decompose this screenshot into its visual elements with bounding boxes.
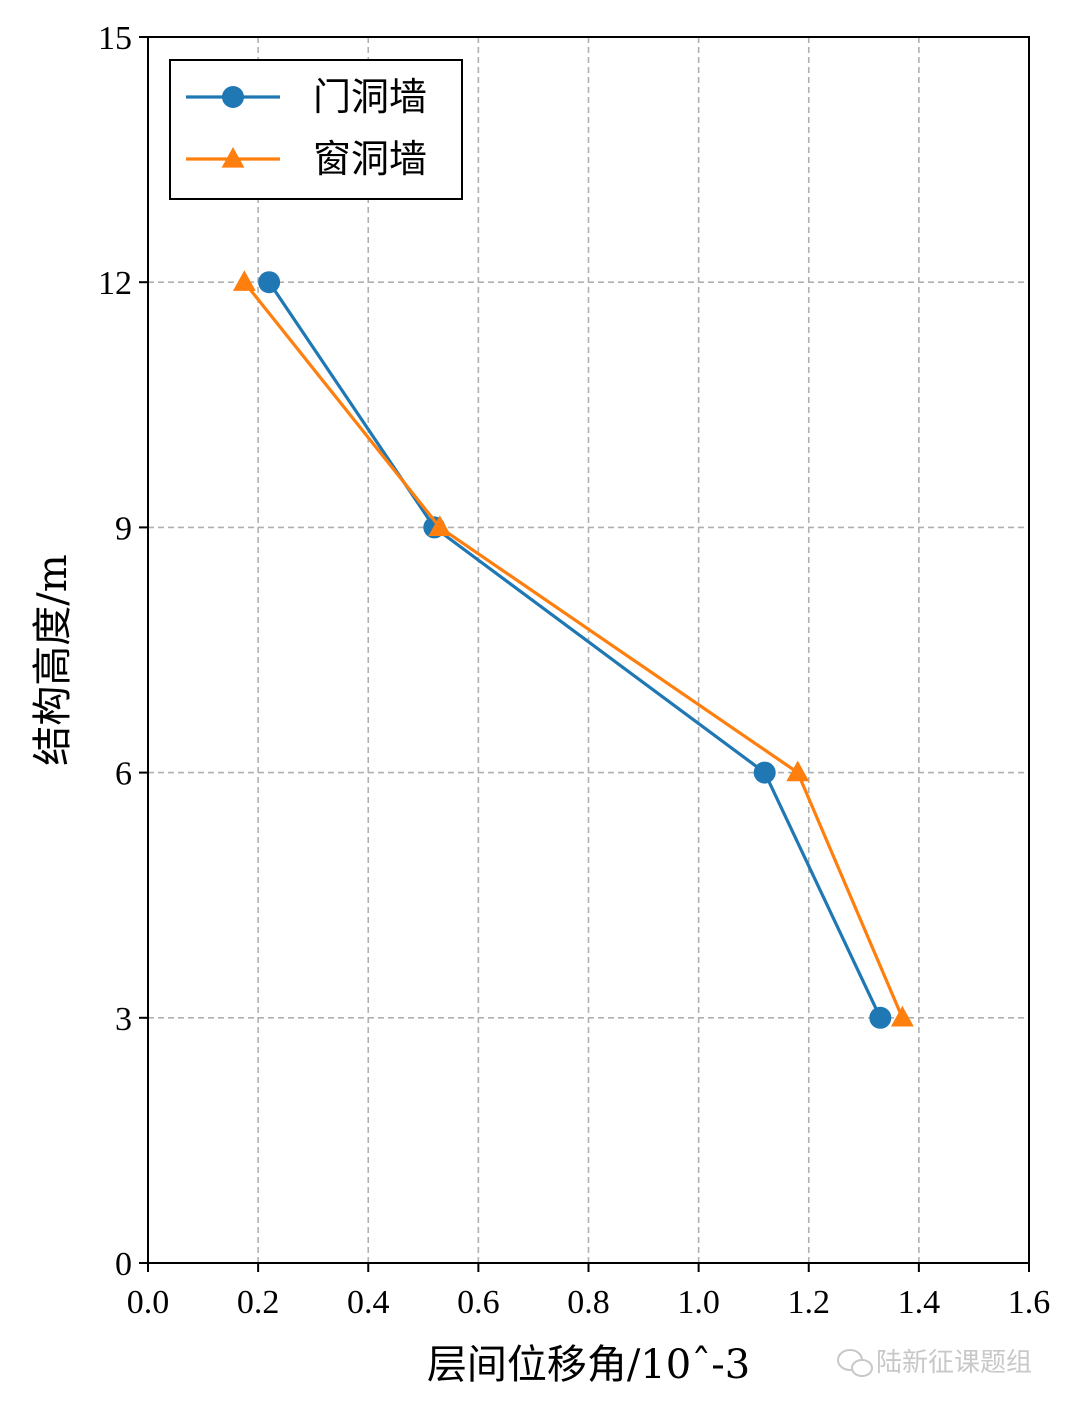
- y-tick-label: 3: [115, 1001, 132, 1038]
- x-tick-label: 0.0: [127, 1284, 170, 1321]
- watermark: 陆新征课题组: [837, 1348, 1032, 1378]
- data-point-circle: [753, 761, 776, 784]
- legend-item: 门洞墙: [186, 75, 427, 119]
- legend-box: [169, 59, 463, 200]
- data-point-circle: [258, 271, 281, 294]
- series-layer: [232, 270, 914, 1029]
- x-tick-label: 0.4: [347, 1284, 390, 1321]
- data-point-triangle: [786, 760, 810, 782]
- watermark-text: 陆新征课题组: [876, 1348, 1032, 1378]
- data-point-triangle: [890, 1005, 914, 1027]
- data-point-triangle: [428, 515, 452, 537]
- y-tick-label: 9: [115, 510, 132, 547]
- data-point-circle: [869, 1006, 892, 1029]
- data-point-circle: [222, 86, 244, 108]
- x-tick-label: 1.6: [1008, 1284, 1051, 1321]
- x-tick-label: 1.2: [788, 1284, 831, 1321]
- y-tick-label: 15: [98, 20, 132, 57]
- x-tick-label: 1.4: [898, 1284, 941, 1321]
- x-tick-label: 0.2: [237, 1284, 280, 1321]
- legend-label: 门洞墙: [313, 75, 427, 119]
- series-triangle: [232, 270, 914, 1027]
- grid: [148, 37, 1029, 1263]
- x-tick-label: 1.0: [677, 1284, 720, 1321]
- y-tick-label: 0: [115, 1246, 132, 1283]
- series-line: [267, 281, 882, 1019]
- x-tick-label: 0.6: [457, 1284, 500, 1321]
- series-circle: [258, 271, 892, 1029]
- y-tick-label: 6: [115, 756, 132, 793]
- data-point-triangle: [232, 270, 256, 291]
- legend-item: 窗洞墙: [186, 137, 427, 181]
- ticks: 0.0 0.2 0.4 0.6 0.8 1.0 1.2 1.4 1.6 0 3 6 9 12 15: [98, 20, 1050, 1321]
- y-tick-label: 12: [98, 265, 132, 302]
- x-tick-label: 0.8: [567, 1284, 610, 1321]
- wechat-icon: [837, 1349, 873, 1377]
- x-axis-label: 层间位移角/10ˆ-3: [427, 1342, 750, 1388]
- series-line: [243, 281, 904, 1019]
- y-axis-label: 结构高度/m: [30, 554, 76, 765]
- legend-label: 窗洞墙: [313, 137, 427, 181]
- data-point-triangle: [221, 147, 245, 168]
